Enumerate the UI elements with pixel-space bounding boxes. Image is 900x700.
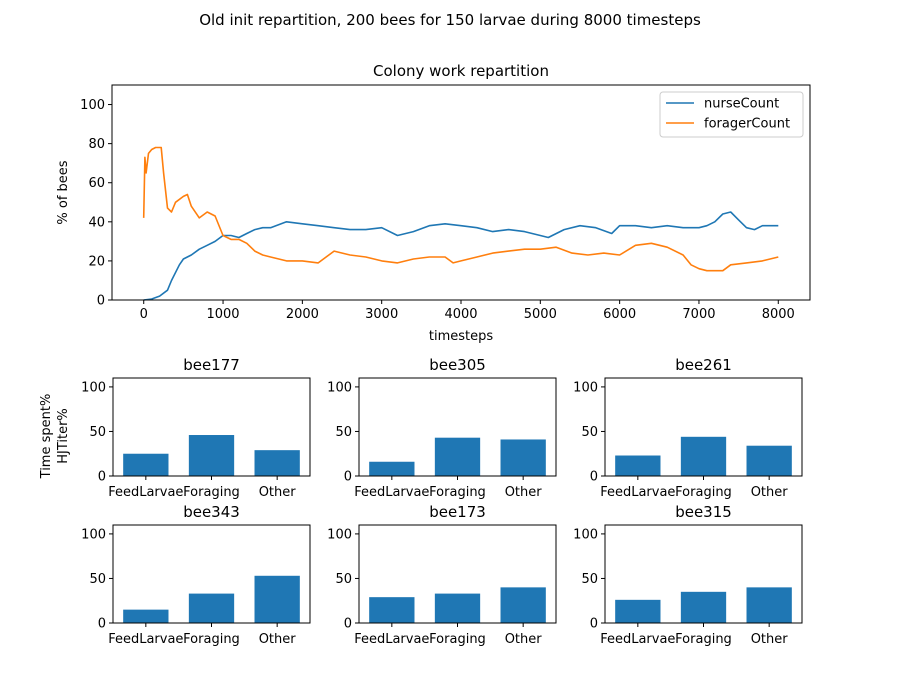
category-label: FeedLarvae — [600, 632, 675, 647]
y-tick-label: 50 — [335, 572, 352, 587]
category-label: Other — [751, 485, 789, 500]
bar-y-axis-label: Time spent% HJTiter% — [39, 394, 71, 480]
x-tick-label: 5000 — [524, 307, 557, 322]
category-label: FeedLarvae — [108, 632, 183, 647]
y-tick-label: 0 — [344, 470, 352, 485]
y-axis-label: % of bees — [56, 160, 71, 224]
series-line-foragerCount — [142, 146, 779, 272]
category-label: Foraging — [183, 485, 240, 500]
bar-chart-title: bee173 — [429, 503, 486, 521]
bar-Other — [746, 445, 792, 476]
y-tick-label: 0 — [590, 617, 598, 632]
bar-chart-title: bee343 — [183, 503, 240, 521]
category-label: Other — [751, 632, 789, 647]
x-tick-label: 6000 — [603, 307, 636, 322]
y-tick-label: 0 — [344, 617, 352, 632]
category-label: Other — [259, 632, 297, 647]
y-tick-label: 40 — [88, 215, 105, 230]
bar-Foraging — [434, 593, 481, 623]
category-label: FeedLarvae — [108, 485, 183, 500]
category-label: FeedLarvae — [354, 485, 429, 500]
bar-chart-title: bee305 — [429, 356, 486, 374]
x-tick-label: 1000 — [206, 307, 239, 322]
y-tick-label: 80 — [88, 137, 105, 152]
y-tick-label: 100 — [573, 380, 598, 395]
x-tick-label: 4000 — [444, 307, 477, 322]
y-tick-label: 100 — [81, 380, 106, 395]
bar-chart-bee177: bee177 FeedLarvae Foraging Other 0 50 100 — [81, 356, 311, 500]
bar-y-axis-label-line1: Time spent% — [39, 394, 54, 480]
bar-chart-bee261: bee261 FeedLarvae Foraging Other 0 50 100 — [573, 356, 803, 500]
bar-y-axis-label-line2: HJTiter% — [56, 408, 71, 464]
y-tick-label: 100 — [80, 98, 105, 113]
legend-label-foragerCount: foragerCount — [704, 117, 790, 132]
y-tick-label: 50 — [581, 572, 598, 587]
y-tick-label: 100 — [81, 527, 106, 542]
y-tick-label: 100 — [327, 527, 352, 542]
y-tick-label: 0 — [98, 617, 106, 632]
category-label: Foraging — [675, 632, 732, 647]
bar-chart-bee305: bee305 FeedLarvae Foraging Other 0 50 100 — [327, 356, 557, 500]
y-tick-label: 20 — [88, 254, 105, 269]
bar-Other — [746, 587, 792, 623]
x-tick-label: 2000 — [286, 307, 319, 322]
bar-Other — [254, 575, 300, 623]
bar-FeedLarvae — [615, 455, 661, 476]
category-label: FeedLarvae — [354, 632, 429, 647]
x-tick-label: 8000 — [762, 307, 795, 322]
y-tick-label: 0 — [98, 470, 106, 485]
bar-Foraging — [188, 435, 235, 476]
bar-Other — [500, 439, 546, 476]
bar-Foraging — [680, 591, 727, 623]
bar-chart-title: bee261 — [675, 356, 732, 374]
y-tick-label: 0 — [97, 294, 105, 309]
bar-FeedLarvae — [369, 461, 415, 476]
category-label: Foraging — [183, 632, 240, 647]
x-tick-label: 0 — [140, 307, 148, 322]
legend-label-nurseCount: nurseCount — [704, 97, 779, 112]
category-label: Other — [259, 485, 297, 500]
bar-chart-title: bee315 — [675, 503, 732, 521]
figure-title: Old init repartition, 200 bees for 150 l… — [199, 11, 701, 29]
category-label: Other — [505, 485, 543, 500]
category-label: FeedLarvae — [600, 485, 675, 500]
bar-chart-title: bee177 — [183, 356, 240, 374]
bar-FeedLarvae — [123, 609, 169, 623]
x-tick-label: 7000 — [682, 307, 715, 322]
bar-Foraging — [188, 593, 235, 623]
series-line-nurseCount — [143, 211, 779, 301]
bar-chart-bee343: bee343 FeedLarvae Foraging Other 0 50 100 — [81, 503, 311, 647]
y-tick-label: 50 — [89, 572, 106, 587]
bar-Other — [254, 450, 300, 476]
legend-box — [659, 91, 804, 138]
bar-Foraging — [434, 437, 481, 476]
category-label: Other — [505, 632, 543, 647]
bar-Other — [500, 587, 546, 623]
y-tick-label: 50 — [335, 425, 352, 440]
bar-FeedLarvae — [369, 597, 415, 623]
category-label: Foraging — [429, 632, 486, 647]
bar-chart-bee173: bee173 FeedLarvae Foraging Other 0 50 100 — [327, 503, 557, 647]
category-label: Foraging — [675, 485, 732, 500]
y-tick-label: 0 — [590, 470, 598, 485]
legend: nurseCount foragerCount — [659, 91, 804, 138]
x-tick-label: 3000 — [365, 307, 398, 322]
category-label: Foraging — [429, 485, 486, 500]
bar-chart-bee315: bee315 FeedLarvae Foraging Other 0 50 100 — [573, 503, 803, 647]
bar-FeedLarvae — [615, 599, 661, 623]
x-axis-label: timesteps — [429, 329, 493, 344]
y-tick-label: 60 — [88, 176, 105, 191]
y-tick-label: 50 — [89, 425, 106, 440]
y-tick-label: 100 — [573, 527, 598, 542]
bar-Foraging — [680, 436, 727, 476]
bar-FeedLarvae — [123, 453, 169, 476]
line-chart-title: Colony work repartition — [373, 62, 549, 80]
y-tick-label: 100 — [327, 380, 352, 395]
y-tick-label: 50 — [581, 425, 598, 440]
